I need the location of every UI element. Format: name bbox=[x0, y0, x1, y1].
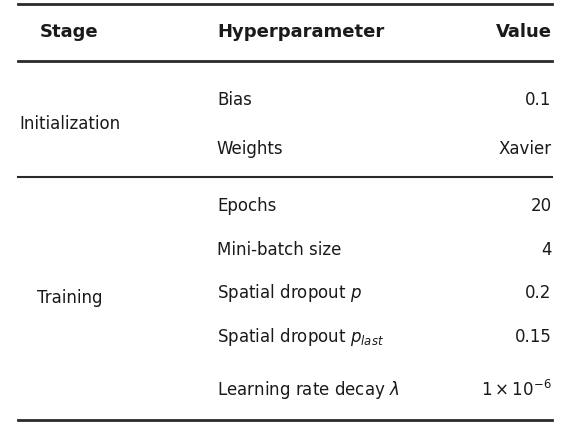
Text: Spatial dropout $p_{last}$: Spatial dropout $p_{last}$ bbox=[217, 326, 384, 348]
Text: Mini-batch size: Mini-batch size bbox=[217, 240, 341, 259]
Text: 0.2: 0.2 bbox=[525, 285, 552, 302]
Text: $1 \times 10^{-6}$: $1 \times 10^{-6}$ bbox=[481, 380, 552, 400]
Text: Learning rate decay $\lambda$: Learning rate decay $\lambda$ bbox=[217, 379, 400, 401]
Text: Value: Value bbox=[495, 23, 552, 41]
Text: 0.1: 0.1 bbox=[525, 91, 552, 109]
Text: 20: 20 bbox=[531, 197, 552, 215]
Text: Hyperparameter: Hyperparameter bbox=[217, 23, 384, 41]
Text: Stage: Stage bbox=[40, 23, 99, 41]
Text: 4: 4 bbox=[541, 240, 552, 259]
Text: Xavier: Xavier bbox=[499, 140, 552, 157]
Text: Epochs: Epochs bbox=[217, 197, 276, 215]
Text: Bias: Bias bbox=[217, 91, 252, 109]
Text: Weights: Weights bbox=[217, 140, 283, 157]
Text: Training: Training bbox=[36, 289, 102, 307]
Text: Spatial dropout $p$: Spatial dropout $p$ bbox=[217, 282, 362, 305]
Text: 0.15: 0.15 bbox=[515, 328, 552, 347]
Text: Initialization: Initialization bbox=[19, 115, 120, 133]
